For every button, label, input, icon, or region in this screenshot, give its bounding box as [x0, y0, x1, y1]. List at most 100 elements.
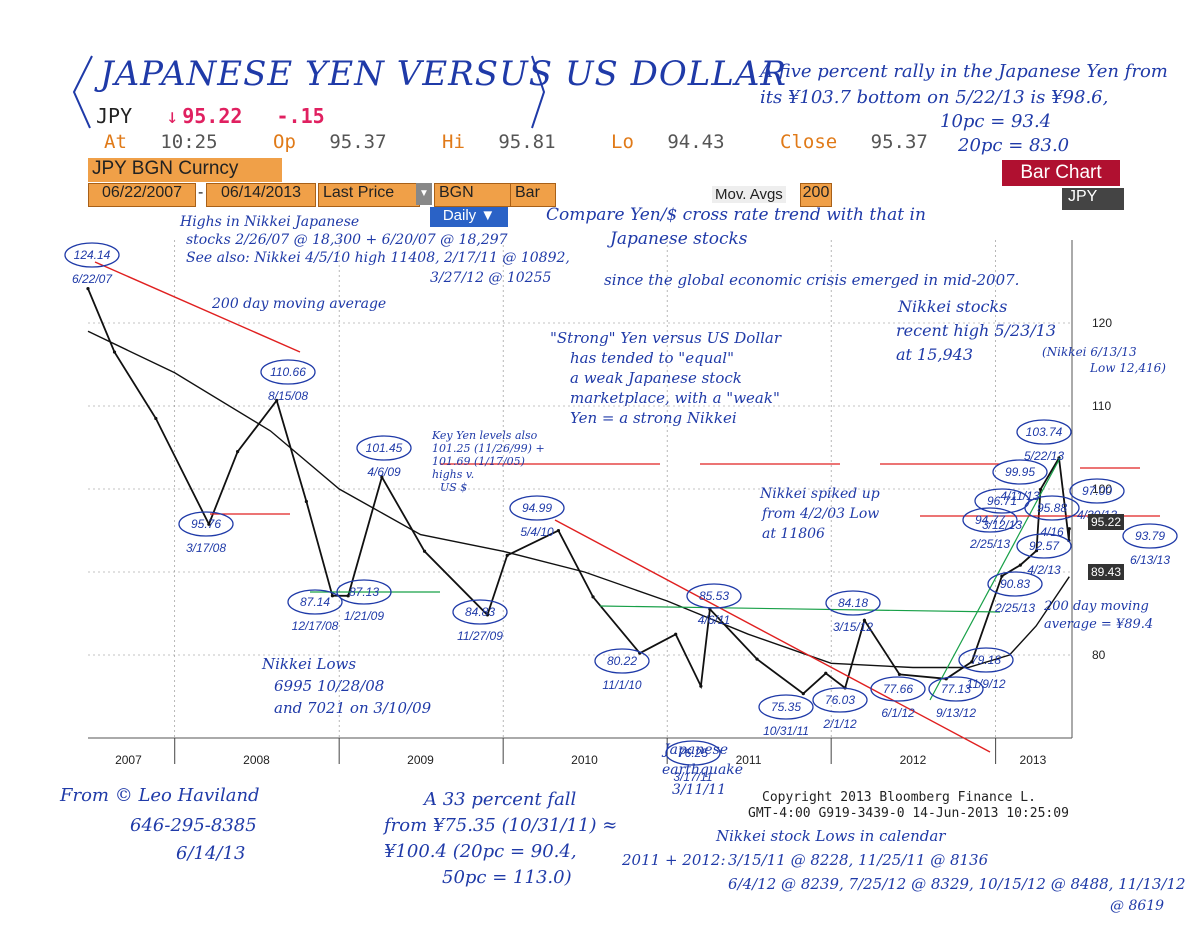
at-label: At — [104, 131, 127, 153]
style-field[interactable]: Bar — [510, 183, 556, 207]
annotation-ellipse — [958, 647, 1014, 673]
annotation-ellipse — [1016, 533, 1072, 559]
price-point — [112, 350, 117, 354]
note-top-right-2: its ¥103.7 bottom on 5/22/13 is ¥98.6, — [760, 87, 1109, 108]
note-key-levels-3: 101.69 (1/17/05) — [432, 455, 525, 468]
note-quake-1: Japanese — [664, 742, 729, 758]
price-point — [346, 594, 350, 598]
annotation-value: 95.76 — [191, 517, 221, 531]
annotation-ellipse — [356, 435, 412, 461]
note-ma-1: 200 day moving — [1044, 599, 1149, 614]
x-tick-label: 2010 — [571, 753, 598, 767]
annotation-value: 94.77 — [975, 513, 1006, 527]
note-key-levels-1: Key Yen levels also — [432, 429, 538, 442]
annotation-ellipse — [928, 676, 984, 702]
price-point — [591, 595, 595, 599]
note-nikkei-cal-3: 3/15/11 @ 8228, 11/25/11 @ 8136 — [728, 851, 989, 869]
note-nikkei-cal-5: @ 8619 — [1110, 898, 1165, 914]
currency-field[interactable]: JPY — [1062, 188, 1124, 210]
title-bracket — [72, 55, 546, 129]
annotation-value: 77.13 — [941, 682, 971, 696]
price-point — [330, 594, 335, 598]
annotation-value: 77.66 — [883, 682, 913, 696]
annotation-ellipse — [64, 242, 120, 268]
note-nikkei-recent-2: recent high 5/23/13 — [896, 321, 1057, 340]
date-dash: - — [198, 184, 204, 201]
annotation-ellipse — [336, 579, 392, 605]
annotation-date: 12/17/08 — [292, 619, 339, 633]
annotation-date: 4/6/11 — [698, 613, 730, 627]
annotation-date: 8/15/08 — [268, 389, 308, 403]
note-quake-2: earthquake — [662, 762, 744, 778]
note-strong-4: marketplace, with a "weak" — [570, 389, 780, 407]
annotation-value: 92.57 — [1029, 539, 1060, 553]
annotation-value: 95.88 — [1037, 501, 1067, 515]
annotation-ellipse — [812, 687, 868, 713]
price-point — [236, 450, 240, 454]
annotation-value: 87.13 — [349, 585, 379, 599]
lo-value: 94.43 — [667, 131, 725, 153]
price-point — [485, 613, 490, 617]
last-price-tag: 95.22 — [1088, 514, 1125, 530]
start-date-field[interactable]: 06/22/2007 — [88, 183, 196, 207]
note-strong-5: Yen = a strong Nikkei — [570, 409, 737, 427]
field-dropdown-icon[interactable]: ▼ — [416, 183, 432, 205]
annotation-ellipse — [870, 676, 926, 702]
annotation-ellipse — [452, 599, 508, 625]
bar-chart-tab[interactable]: Bar Chart — [1002, 160, 1120, 186]
note-strong-3: a weak Japanese stock — [570, 369, 742, 387]
period-select[interactable]: Daily ▼ — [430, 207, 508, 227]
note-nikkei-highs-2: stocks 2/26/07 @ 18,300 + 6/20/07 @ 18,2… — [186, 232, 508, 248]
annotation-date: 3/15/12 — [833, 620, 873, 634]
annotation-ellipse — [686, 583, 742, 609]
copyright-line1: Copyright 2013 Bloomberg Finance L. — [762, 790, 1036, 805]
support-line-green — [929, 457, 1061, 701]
note-from-3: 6/14/13 — [176, 843, 246, 864]
quote-stats: At 10:25 Op 95.37 Hi 95.81 Lo 94.43 Clos… — [104, 131, 972, 153]
price-series-line — [87, 288, 1071, 695]
annotation-date: 6/13/13 — [1130, 553, 1170, 567]
price-point — [1034, 549, 1039, 553]
note-nikkei-spike-2: from 4/2/03 Low — [762, 506, 880, 522]
note-nikkei-cal-1: Nikkei stock Lows in calendar — [716, 827, 946, 845]
annotation-ellipse — [260, 359, 316, 385]
price-point — [970, 660, 974, 664]
note-quake-3: 3/11/11 — [672, 782, 726, 798]
at-time: 10:25 — [160, 131, 218, 153]
annotation-date: 2/25/13 — [994, 601, 1035, 615]
note-strong-1: "Strong" Yen versus US Dollar — [550, 329, 782, 347]
annotation-date: 2/25/13 — [969, 537, 1010, 551]
source-field[interactable]: BGN — [434, 183, 512, 207]
op-value: 95.37 — [329, 131, 387, 153]
security-field[interactable]: JPY BGN Curncy — [88, 158, 282, 182]
mov-avgs-field[interactable]: 200 — [800, 183, 832, 207]
annotation-ellipse — [987, 571, 1043, 597]
annotation-date: 3/17/08 — [186, 541, 226, 555]
annotation-value: 97.00 — [1082, 484, 1112, 498]
price-point — [380, 475, 384, 479]
close-value: 95.37 — [870, 131, 928, 153]
annotation-ellipse — [665, 740, 721, 766]
note-nikkei-highs-3: See also: Nikkei 4/5/10 high 11408, 2/17… — [186, 250, 570, 266]
annotation-ellipse — [1024, 495, 1080, 521]
trend-line-red — [94, 261, 301, 353]
page-title: JAPANESE YEN VERSUS US DOLLAR — [100, 54, 788, 94]
price-point — [304, 499, 308, 504]
price-point — [275, 398, 279, 403]
note-fall-1: A 33 percent fall — [424, 789, 577, 810]
annotation-ellipse — [178, 511, 234, 537]
note-ma-2: average = ¥89.4 — [1044, 617, 1154, 632]
support-line-green — [599, 605, 1001, 613]
note-key-levels-5: US $ — [440, 481, 468, 494]
price-point — [207, 522, 211, 526]
end-date-field[interactable]: 06/14/2013 — [206, 183, 316, 207]
annotation-date: 5/4/10 — [520, 525, 554, 539]
annotation-value: 87.14 — [300, 595, 330, 609]
annotation-date: 11/27/09 — [457, 629, 503, 643]
note-compare-1: Compare Yen/$ cross rate trend with that… — [546, 205, 926, 225]
close-label: Close — [780, 131, 838, 153]
note-key-levels-4: highs v. — [432, 468, 475, 481]
field-select[interactable]: Last Price — [318, 183, 420, 207]
annotation-date: 2/1/12 — [822, 717, 857, 731]
trend-line-red — [554, 519, 991, 753]
